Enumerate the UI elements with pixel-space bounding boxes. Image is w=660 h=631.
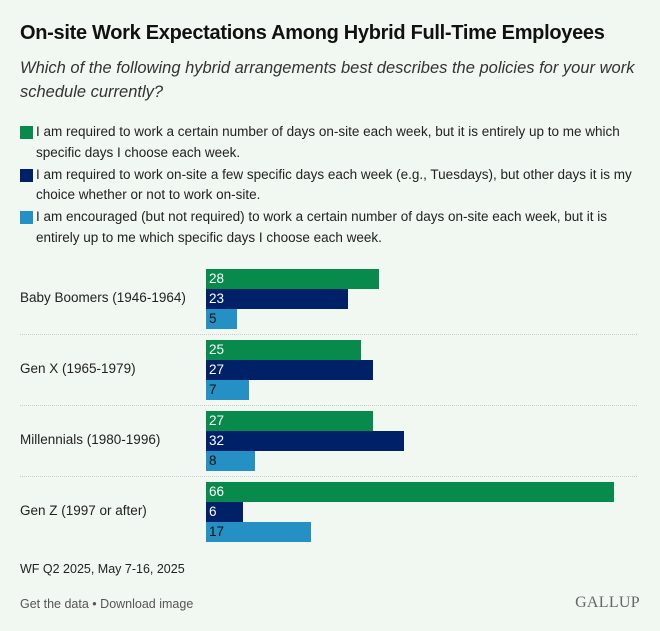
legend-swatch	[20, 168, 33, 182]
legend-item-required-specific-days: I am required to work on-site a few spec…	[20, 165, 645, 206]
download-image-link[interactable]: Download image	[100, 597, 194, 611]
legend-label: I am required to work a certain number o…	[36, 124, 620, 160]
bar	[206, 289, 349, 309]
legend-label: I am required to work on-site a few spec…	[36, 166, 632, 203]
category-label: Baby Boomers (1946-1964)	[20, 290, 186, 305]
bar-value-label: 25	[209, 342, 225, 357]
bar-value-label: 5	[209, 311, 217, 326]
bar-chart: Baby Boomers (1946-1964) 28 23 5 Gen X (1965…	[0, 262, 660, 552]
bar-value-label: 7	[209, 382, 217, 397]
bar	[206, 502, 244, 522]
bar	[206, 380, 250, 400]
group-divider	[20, 476, 637, 477]
get-data-link[interactable]: Get the data	[20, 597, 89, 611]
legend-label: I am encouraged (but not required) to wo…	[36, 209, 608, 245]
gallup-logo: GALLUP	[575, 594, 640, 611]
bar	[206, 482, 614, 502]
bar	[206, 522, 312, 542]
legend-item-required-flexible-days: I am required to work a certain number o…	[20, 122, 645, 163]
category-label: Gen Z (1997 or after)	[20, 503, 147, 518]
bar	[206, 340, 361, 360]
bar-value-label: 23	[209, 291, 225, 306]
chart-title: On-site Work Expectations Among Hybrid F…	[20, 22, 605, 44]
source-note: WF Q2 2025, May 7-16, 2025	[20, 562, 185, 576]
chart-subtitle: Which of the following hybrid arrangemen…	[20, 59, 635, 101]
bar-value-label: 6	[209, 504, 217, 519]
category-label: Millennials (1980-1996)	[20, 432, 161, 447]
footer-links: Get the data • Download image	[20, 597, 193, 611]
bar-value-label: 27	[209, 362, 225, 377]
bar-value-label: 32	[209, 433, 225, 448]
bar	[206, 451, 256, 471]
bar-value-label: 17	[209, 524, 225, 539]
link-separator: •	[92, 597, 97, 611]
bar	[206, 411, 373, 431]
category-label: Gen X (1965-1979)	[20, 361, 136, 376]
legend-swatch	[20, 126, 33, 139]
legend: I am required to work a certain number o…	[20, 122, 645, 250]
group-divider	[20, 334, 637, 335]
bar-value-label: 8	[209, 453, 217, 468]
legend-item-encouraged: I am encouraged (but not required) to wo…	[20, 207, 645, 248]
bar-value-label: 27	[209, 413, 225, 428]
bar	[206, 431, 404, 451]
bar	[206, 269, 380, 289]
group-divider	[20, 405, 637, 406]
bar-value-label: 28	[209, 271, 225, 286]
legend-swatch	[20, 211, 33, 224]
bar	[206, 360, 373, 380]
bar-value-label: 66	[209, 484, 225, 499]
bar	[206, 309, 237, 329]
